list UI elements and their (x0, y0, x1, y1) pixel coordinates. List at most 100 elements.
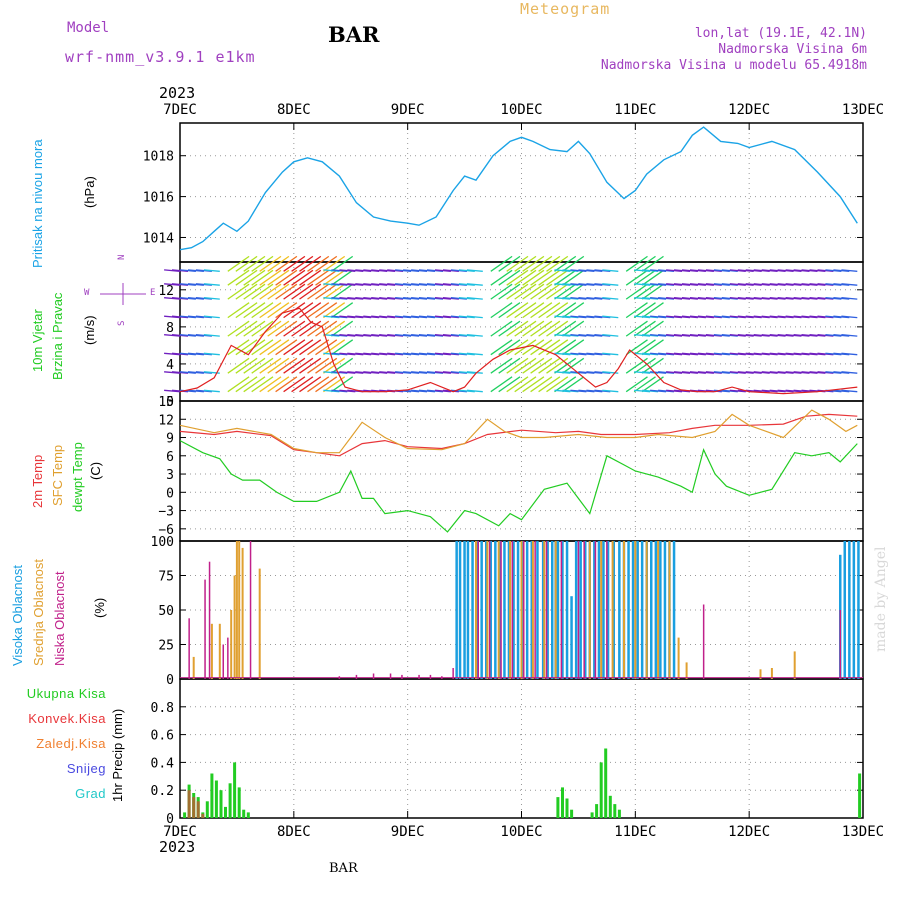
wind-arrow (331, 315, 348, 319)
wind-arrow (809, 371, 826, 374)
mid-cloud-bar (475, 541, 477, 679)
mid-cloud-bar (230, 610, 233, 679)
wind-arrow (745, 334, 762, 337)
wind-arrow (777, 334, 794, 337)
wind-arrow (403, 371, 420, 374)
y-tick-label: 0 (166, 673, 174, 688)
wind-arrow (530, 255, 553, 272)
wind-arrow (761, 371, 778, 374)
wind-arrow (379, 315, 396, 319)
wind-arrow (658, 269, 675, 272)
x-tick-label-bottom: 9DEC (391, 824, 425, 840)
wind-arrow (331, 283, 348, 286)
wind-arrow (546, 357, 569, 374)
total-precip-bar (570, 809, 574, 818)
wind-arrow (323, 371, 340, 374)
low-cloud-bar (560, 541, 563, 679)
high-cloud-bar (606, 541, 610, 679)
wind-arrow (171, 389, 189, 393)
wind-arrow (689, 371, 706, 374)
low-cloud-bar (418, 674, 420, 679)
wind-arrow (594, 352, 611, 356)
wind-arrow (363, 283, 380, 286)
high-cloud-bar (640, 541, 644, 679)
mid-cloud-bar (770, 668, 773, 679)
high-cloud-bar (654, 541, 658, 679)
wind-arrow (841, 371, 858, 374)
wind-arrow (347, 269, 364, 272)
wind-arrow (243, 357, 266, 374)
wind-arrow (418, 315, 436, 319)
wind-arrow (658, 315, 675, 319)
wind-arrow (267, 269, 290, 286)
wind-arrow (203, 334, 220, 337)
wind-arrow (594, 334, 611, 337)
mid-cloud-bar (611, 541, 614, 679)
wind-arrow (434, 334, 451, 337)
wind-arrow (243, 283, 266, 300)
wind-arrow (562, 357, 585, 374)
wind-arrow (602, 389, 619, 393)
wind-arrow (650, 297, 667, 300)
wind-arrow (450, 297, 467, 300)
wind-arrow (554, 376, 577, 393)
wind-arrow (243, 302, 266, 319)
mid-cloud-bar (192, 656, 195, 679)
wind-arrow (650, 334, 667, 337)
wind-arrow (673, 371, 691, 374)
mid-cloud-bar (543, 541, 546, 679)
wind-arrow (299, 302, 322, 319)
wind-arrow (299, 255, 322, 272)
wind-arrow (650, 352, 667, 356)
wind-arrow (641, 376, 664, 393)
wind-arrow (506, 357, 529, 374)
wind-arrow (554, 320, 577, 337)
total-precip-bar (858, 773, 862, 818)
wind-arrow (466, 371, 483, 374)
wind-arrow (323, 269, 346, 286)
high-cloud-bar (521, 541, 524, 679)
high-cloud-bar (848, 541, 851, 679)
wind-arrow (434, 371, 451, 374)
low-cloud-bar (545, 541, 548, 679)
wind-arrow (307, 283, 330, 300)
y-tick-label: 6 (166, 450, 174, 465)
wind-arrow (562, 371, 579, 374)
high-cloud-bar (597, 541, 601, 679)
wind-arrow (251, 357, 274, 374)
wind-arrow (586, 352, 603, 356)
wind-arrow (602, 315, 619, 319)
wind-arrow (761, 334, 778, 337)
wind-arrow (602, 269, 619, 272)
wind-arrow (387, 283, 404, 286)
wind-arrow (761, 269, 778, 272)
y-tick-label: −6 (158, 523, 174, 538)
wind-arrow (203, 315, 220, 319)
wind-arrow (331, 376, 354, 393)
wind-arrow (331, 255, 354, 272)
wind-arrow (530, 376, 553, 393)
wind-arrow (642, 283, 659, 286)
y-tick-label: 0.4 (151, 756, 175, 771)
wind-arrow (411, 297, 428, 300)
wind-arrow (466, 283, 483, 286)
wind-arrow (554, 334, 571, 337)
wind-arrow (546, 269, 569, 286)
wind-arrow (729, 334, 746, 337)
wind-arrow (171, 371, 189, 374)
wind-arrow (251, 269, 274, 286)
total-precip-bar (565, 798, 569, 818)
mid-cloud-bar (668, 541, 671, 679)
wind-arrow (195, 389, 212, 393)
wind-arrow (729, 283, 746, 286)
wind-arrow (530, 283, 553, 300)
wind-arrow (625, 376, 648, 393)
wind-arrow (554, 371, 571, 374)
wind-arrow (379, 371, 396, 374)
wind-arrow (466, 297, 483, 300)
wind-arrow (171, 334, 189, 337)
wind-arrow (530, 269, 553, 286)
wind-arrow (426, 269, 444, 272)
wind-arrow (339, 297, 356, 300)
wind-arrow (841, 269, 858, 272)
